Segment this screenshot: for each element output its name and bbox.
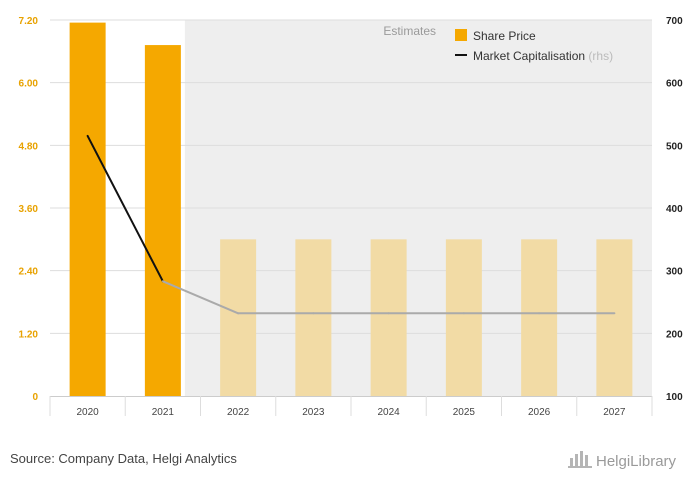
left-tick-label: 2.40 xyxy=(19,267,39,278)
right-tick-label: 300 xyxy=(666,267,683,278)
share-price-bar xyxy=(521,239,558,396)
legend-swatch-share-price xyxy=(455,29,467,41)
left-tick-label: 4.80 xyxy=(19,141,39,152)
right-tick-label: 400 xyxy=(666,204,683,215)
x-tick-label: 2023 xyxy=(302,407,325,418)
x-tick-label: 2020 xyxy=(77,407,100,418)
x-tick-label: 2026 xyxy=(528,407,551,418)
right-tick-label: 600 xyxy=(666,79,683,90)
legend-rhs-suffix: (rhs) xyxy=(588,49,613,63)
x-tick-label: 2021 xyxy=(152,407,175,418)
market-cap-line xyxy=(86,134,616,315)
left-tick-label: 1.20 xyxy=(19,329,39,340)
right-axis: 100 200 300 400 500 600 700 xyxy=(666,16,683,403)
legend: Share Price Market Capitalisation (rhs) xyxy=(455,29,613,63)
logo-mark-icon xyxy=(568,451,592,468)
market-cap-segment xyxy=(161,280,240,315)
share-price-bar xyxy=(370,239,407,396)
left-tick-label: 3.60 xyxy=(19,204,39,215)
estimates-label: Estimates xyxy=(383,24,436,38)
share-price-bar xyxy=(596,239,633,396)
right-tick-label: 100 xyxy=(666,392,683,403)
market-cap-segment xyxy=(86,134,164,283)
left-axis: 0 1.20 2.40 3.60 4.80 6.00 7.20 xyxy=(19,16,39,403)
x-tick-label: 2022 xyxy=(227,407,250,418)
x-axis: 2020 2021 2022 2023 2024 2025 2026 2027 xyxy=(49,396,653,418)
left-tick-label: 7.20 xyxy=(19,16,39,27)
left-tick-label: 0 xyxy=(32,392,38,403)
share-price-bar xyxy=(445,239,482,396)
share-price-bar xyxy=(69,22,106,396)
share-price-bars xyxy=(69,22,633,397)
right-tick-label: 200 xyxy=(666,329,683,340)
helgi-logo: HelgiLibrary xyxy=(568,451,677,470)
left-tick-label: 6.00 xyxy=(19,79,39,90)
right-tick-label: 500 xyxy=(666,141,683,152)
right-tick-label: 700 xyxy=(666,16,683,27)
legend-label-market-cap: Market Capitalisation (rhs) xyxy=(473,49,613,63)
x-tick-label: 2024 xyxy=(378,407,401,418)
share-price-bar xyxy=(295,239,332,396)
share-price-bar xyxy=(144,45,181,397)
source-note: Source: Company Data, Helgi Analytics xyxy=(10,451,237,466)
legend-market-cap-name: Market Capitalisation xyxy=(473,49,585,63)
legend-label-share-price: Share Price xyxy=(473,29,536,43)
x-tick-label: 2027 xyxy=(603,407,626,418)
logo-text: HelgiLibrary xyxy=(596,453,677,470)
share-price-bar xyxy=(220,239,257,396)
x-tick-label: 2025 xyxy=(453,407,476,418)
